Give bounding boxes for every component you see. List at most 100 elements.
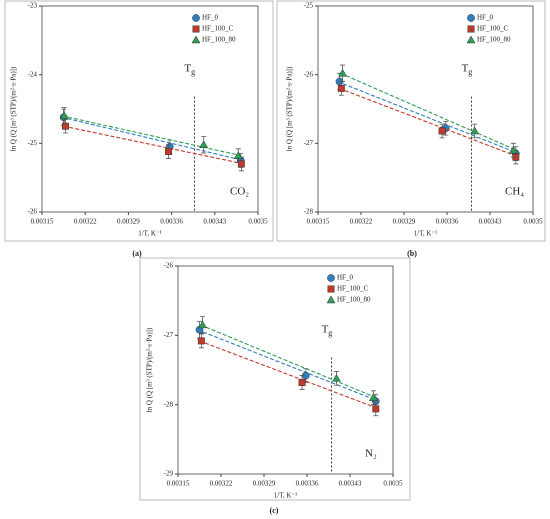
point [508,145,518,154]
legend-marker [467,14,475,22]
trend-line [200,324,377,399]
x-tick-label: 0.00322 [350,218,373,226]
x-tick-label: 0.00343 [339,480,362,488]
tg-label-main: T [322,323,329,335]
point [337,84,345,92]
trend-line [339,87,519,158]
tg-label-main: T [462,62,469,74]
legend-marker [192,14,200,22]
legend-label: HF_100_C [337,285,368,293]
gas-label: CH₄ [505,186,524,198]
y-axis-label: ln Q (Q [m³ (STP)/(m²·s·Pa)]) [286,66,294,151]
y-axis-label: ln Q (Q [m³ (STP)/(m²·s·Pa)]) [146,327,154,412]
legend-label: HF_0 [202,14,218,22]
panel-frame [4,0,274,242]
tg-label: Tg [322,323,333,337]
y-tick-label: -27 [164,331,174,339]
trend-line [340,72,517,151]
legend-label: HF_100_80 [337,296,371,304]
gas-label: N₂ [365,448,377,460]
x-tick-label: 0.00322 [74,218,97,226]
x-tick-label: 0.00315 [167,480,190,488]
tg-label: Tg [462,62,473,76]
x-tick-label: 0.0035 [383,480,403,488]
legend-label: HF_100_80 [202,36,236,44]
x-tick-label: 0.00329 [393,218,416,226]
legend-marker [327,274,335,282]
point [233,151,243,159]
panel-label: (b) [407,249,417,258]
point [338,68,348,77]
x-tick-label: 0.00329 [117,218,140,226]
x-tick-label: 0.00336 [160,218,183,226]
y-tick-label: -28 [304,208,314,216]
x-tick-label: 0.0035 [523,218,543,226]
legend-label: HF_0 [477,14,493,22]
x-tick-label: 0.00343 [479,218,502,226]
y-tick-label: -24 [28,70,38,78]
y-tick-label: -26 [304,70,314,78]
point [372,405,380,413]
y-tick-label: -27 [304,139,314,147]
tg-label: Tg [184,62,195,76]
point [62,122,69,130]
x-tick-label: 0.00336 [436,218,459,226]
x-axis-label: 1/T, K⁻¹ [414,230,438,238]
y-tick-label: -25 [28,139,38,147]
panel-label: (c) [270,506,279,515]
x-tick-label: 0.00343 [203,218,226,226]
plot-area [41,5,259,213]
trend-line [63,125,245,165]
tg-label-sub: g [328,328,332,337]
x-tick-label: 0.00336 [296,480,319,488]
plot-area [177,265,394,475]
legend-marker [466,35,476,44]
point [197,337,205,345]
tg-label-sub: g [468,67,472,76]
y-tick-label: -29 [164,470,174,478]
legend-marker [191,35,201,44]
legend-label: HF_100_C [477,25,508,33]
legend-label: HF_100_80 [477,36,511,44]
trend-line [199,340,379,410]
tg-label-sub: g [191,67,195,76]
point [165,148,172,156]
x-tick-label: 0.00315 [307,218,330,226]
y-tick-label: -26 [164,262,174,270]
point [470,126,480,135]
x-axis-label: 1/T, K⁻¹ [274,492,298,500]
plot-area [317,5,534,213]
point [198,320,208,329]
trend-line [197,329,380,402]
y-tick-label: -23 [28,2,38,10]
tg-label-main: T [184,62,191,74]
point [59,111,69,120]
legend-marker [467,25,475,33]
y-tick-label: -25 [304,2,314,10]
legend-marker [192,25,200,33]
x-tick-label: 0.00322 [210,480,233,488]
trend-line [61,116,244,162]
point [199,140,209,148]
y-tick-label: -26 [28,208,38,216]
x-tick-label: 0.00315 [31,218,54,226]
point [438,127,446,135]
panel-frame [276,0,546,242]
trend-line [337,81,520,155]
point [332,373,341,382]
x-tick-label: 0.0035 [248,218,268,226]
legend-marker [327,285,335,293]
legend-label: HF_0 [337,274,353,282]
legend-marker [326,295,336,304]
x-tick-label: 0.00329 [253,480,276,488]
y-axis-label: ln Q (Q [m³ (STP)/(m²·s·Pa)]) [10,66,18,151]
point [237,160,245,168]
legend-label: HF_100_C [202,25,233,33]
panel-frame [139,257,411,501]
point [298,379,306,386]
trend-line [62,115,242,157]
point [368,393,378,401]
x-axis-label: 1/T, K⁻¹ [138,230,162,238]
y-tick-label: -28 [164,400,174,408]
